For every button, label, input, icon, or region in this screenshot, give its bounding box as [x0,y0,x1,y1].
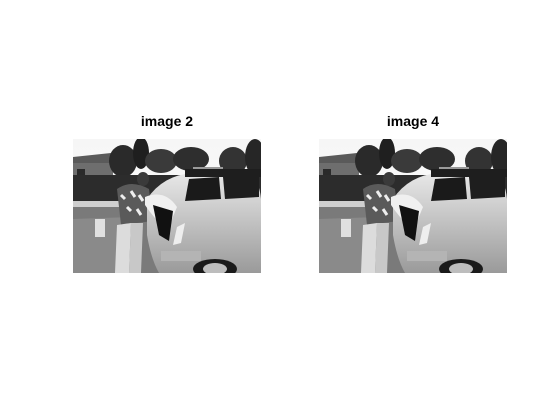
grayscale-photo [73,139,261,273]
panel-title: image 2 [140,113,194,129]
grayscale-photo [319,139,507,273]
panel-title: image 4 [386,113,440,129]
image-panel-1: image 2 [73,109,261,273]
image-panel-2: image 4 [319,109,507,273]
